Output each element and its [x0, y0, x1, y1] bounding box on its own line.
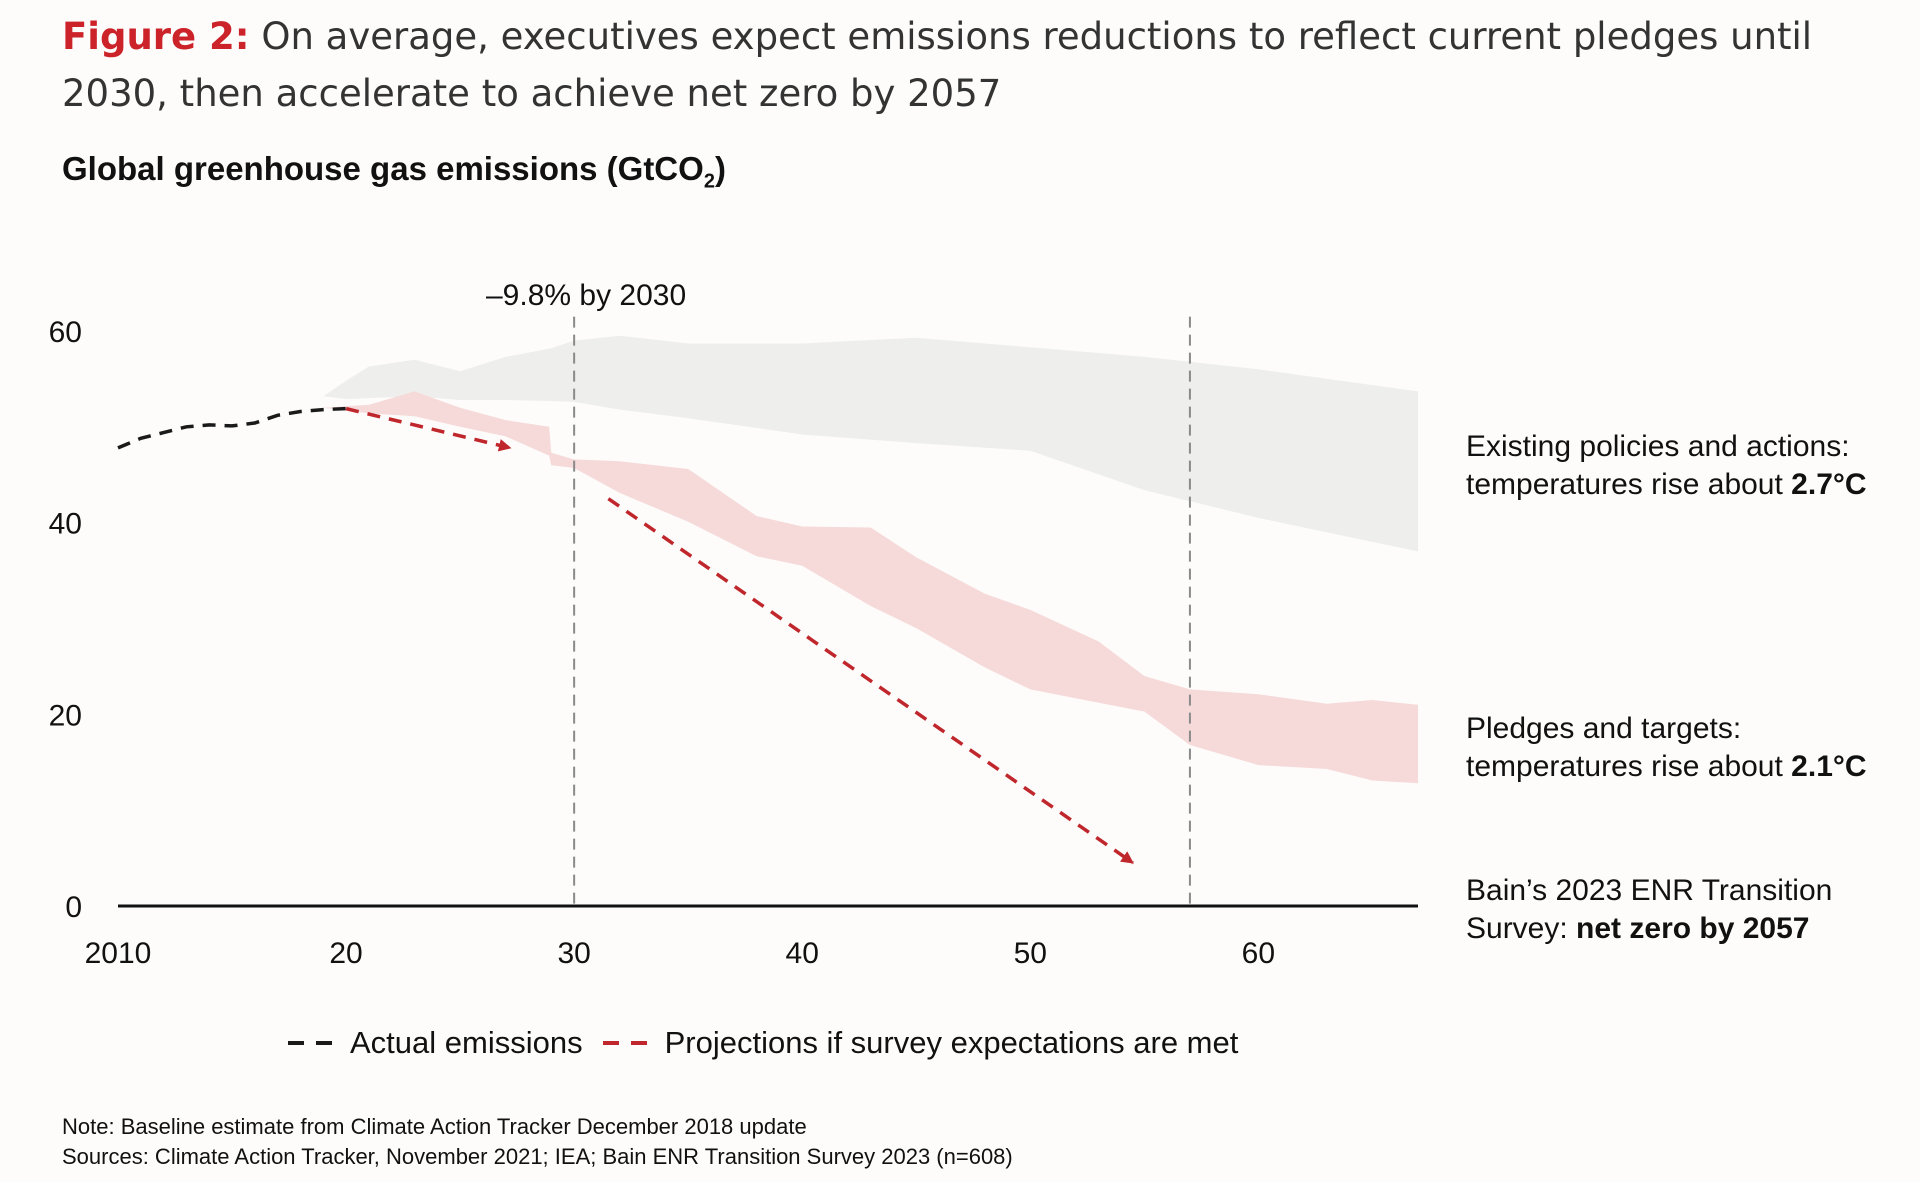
y-tick-label: 40 — [49, 508, 82, 541]
pct-2030-annotation: –9.8% by 2030 — [486, 279, 687, 312]
pledges-line2: temperatures rise about 2.1°C — [1466, 748, 1867, 786]
pledges-temp: 2.1°C — [1791, 750, 1867, 783]
notes: Note: Baseline estimate from Climate Act… — [62, 1112, 1013, 1172]
existing-policies-band — [323, 335, 1418, 552]
figure-title-text: On average, executives expect emissions … — [62, 15, 1813, 115]
legend-item-projection: Projections if survey expectations are m… — [602, 1025, 1239, 1061]
x-tick-label: 60 — [1242, 937, 1275, 970]
legend: Actual emissions Projections if survey e… — [288, 1025, 1258, 1061]
chart-title-close: ) — [714, 150, 726, 187]
x-tick-label: 30 — [557, 937, 590, 970]
x-tick-label: 20 — [329, 937, 362, 970]
pledges-text: temperatures rise about — [1466, 750, 1792, 783]
existing-policies-label: Existing policies and actions: temperatu… — [1466, 428, 1867, 504]
chart-title-subscript: 2 — [703, 170, 715, 193]
figure-title: Figure 2: On average, executives expect … — [62, 8, 1862, 122]
sources-text: Sources: Climate Action Tracker, Novembe… — [62, 1144, 1013, 1169]
existing-policies-text: temperatures rise about — [1466, 468, 1792, 501]
legend-label-projection: Projections if survey expectations are m… — [664, 1025, 1239, 1060]
bain-survey-netzero: net zero by 2057 — [1576, 912, 1810, 945]
x-tick-label: 50 — [1014, 937, 1047, 970]
y-tick-label: 60 — [49, 316, 82, 349]
projection-arrow-1 — [345, 406, 512, 452]
legend-swatch-actual — [288, 1041, 336, 1045]
bain-survey-text: Survey: — [1466, 912, 1577, 945]
projection-arrow-2 — [607, 497, 1134, 865]
legend-label-actual: Actual emissions — [350, 1025, 583, 1060]
y-tick-label: 0 — [65, 891, 82, 924]
note-text: Note: Baseline estimate from Climate Act… — [62, 1114, 807, 1139]
x-tick-label: 40 — [786, 937, 819, 970]
bain-survey-line2: Survey: net zero by 2057 — [1466, 910, 1832, 948]
existing-policies-line2: temperatures rise about 2.7°C — [1466, 466, 1867, 504]
existing-policies-temp: 2.7°C — [1791, 468, 1867, 501]
bain-survey-label: Bain’s 2023 ENR Transition Survey: net z… — [1466, 872, 1832, 948]
legend-swatch-projection — [602, 1041, 651, 1045]
chart-title: Global greenhouse gas emissions (GtCO2) — [62, 150, 726, 194]
pledges-line1: Pledges and targets: — [1466, 712, 1742, 745]
pledges-label: Pledges and targets: temperatures rise a… — [1466, 710, 1867, 786]
figure-label: Figure 2: — [62, 15, 250, 58]
existing-policies-line1: Existing policies and actions: — [1466, 430, 1850, 463]
legend-item-actual: Actual emissions — [288, 1025, 583, 1061]
y-tick-label: 20 — [49, 699, 82, 732]
bain-survey-line1: Bain’s 2023 ENR Transition — [1466, 874, 1833, 907]
x-tick-label: 2010 — [85, 937, 152, 970]
actual-emissions-line — [117, 406, 347, 450]
chart-title-main: Global greenhouse gas emissions (GtCO — [62, 150, 704, 187]
pledges-targets-band — [323, 391, 1418, 784]
